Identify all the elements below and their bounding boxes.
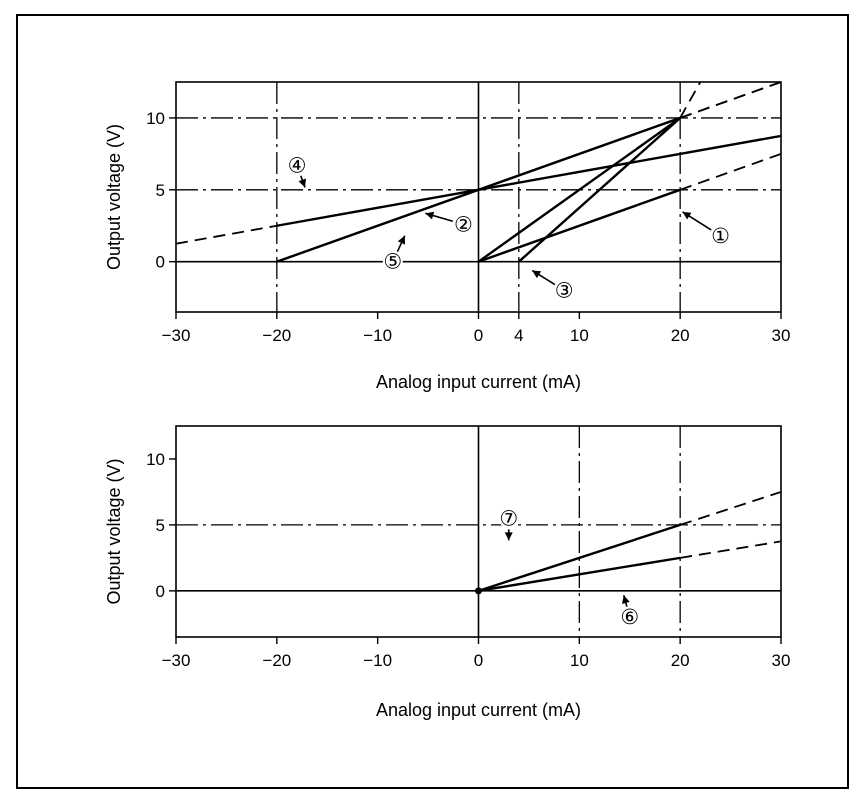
annotation-label: ③ [555,278,574,302]
series-extrapolation-1 [679,153,781,191]
series-extrapolation-2 [679,491,781,526]
annotation-label: ⑦ [499,506,518,530]
x-tick-label: 30 [772,326,791,345]
x-tick-label: 4 [514,326,523,345]
annotation-arrowhead [298,178,307,188]
x-tick-label: 0 [474,326,483,345]
series-line-2 [478,523,681,592]
annotation-arrowhead [532,270,542,279]
x-tick-label: 10 [570,326,589,345]
y-tick-label: 10 [146,450,165,469]
x-tick-label: 20 [671,651,690,670]
y-tick-label: 0 [156,582,165,601]
figure-frame [16,14,849,789]
annotation-label: ④ [288,153,307,177]
annotation-label: ② [454,212,473,236]
annotation-arrowhead [397,235,406,245]
annotation-arrowhead [682,211,692,220]
x-tick-label: 10 [570,651,589,670]
y-axis-title: Output voltage (V) [104,458,124,604]
annotation-label: ⑥ [620,605,639,629]
annotation-label-bg [554,280,575,301]
series-line-1 [478,556,681,593]
x-axis-title: Analog input current (mA) [376,700,581,720]
x-tick-label: −10 [363,651,392,670]
series-extrapolation-4 [176,224,277,245]
annotation-label-bg [710,225,731,246]
annotation-arrowhead [621,595,630,604]
annotation-label-bg [287,155,307,176]
annotation-label-bg [382,251,403,272]
x-tick-label: 0 [474,651,483,670]
y-axis-title: Output voltage (V) [104,124,124,270]
x-tick-label: 20 [671,326,690,345]
x-tick-label: −20 [262,651,291,670]
series-extrapolation-2 [679,82,781,119]
series-line-5 [276,116,681,263]
x-tick-label: −30 [162,326,191,345]
x-tick-label: −30 [162,651,191,670]
series-extrapolation-5 [679,82,781,119]
series-line-1 [478,188,681,263]
y-tick-label: 10 [146,109,165,128]
annotation-label-bg [453,214,474,235]
annotation-label: ① [711,224,730,248]
y-tick-label: 5 [156,516,165,535]
y-tick-label: 5 [156,181,165,200]
annotation-arrowhead [504,532,513,541]
x-tick-label: −10 [363,326,392,345]
series-line-3 [518,117,681,263]
annotation-label-bg [619,607,640,628]
x-tick-label: 30 [772,651,791,670]
y-tick-label: 0 [156,253,165,272]
annotation-arrowhead [425,211,435,220]
series-extrapolation-1 [680,540,781,559]
series-extrapolation-3 [679,82,702,119]
annotation-label-bg [498,508,519,529]
origin-point [475,587,482,595]
series-line-4 [276,134,781,227]
x-axis-title: Analog input current (mA) [376,372,581,392]
annotation-label: ⑤ [383,250,402,274]
series-line-2 [477,116,681,263]
x-tick-label: −20 [262,326,291,345]
